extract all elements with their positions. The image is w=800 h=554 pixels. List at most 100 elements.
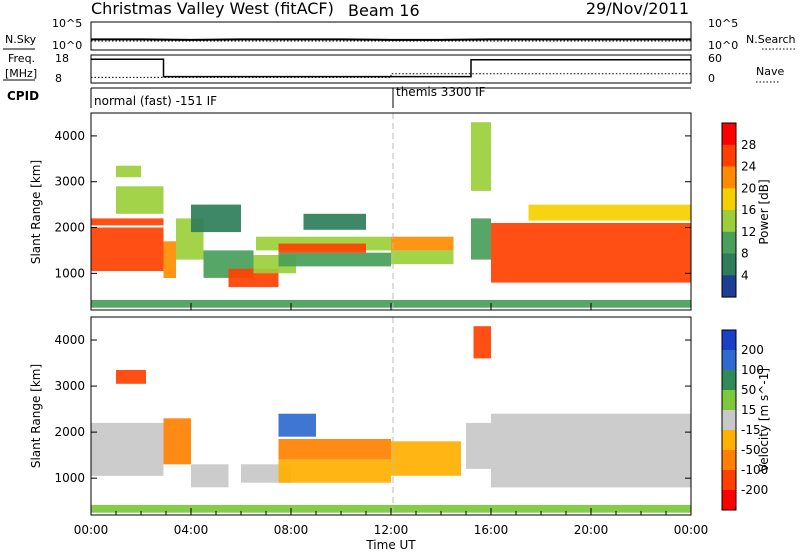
- velocity-cbar-label-0: 200: [741, 343, 764, 357]
- power-cbar-swatch-5: [722, 231, 736, 255]
- power-ytick-label-0: 4000: [54, 129, 85, 143]
- power-ytick-label-1: 3000: [54, 175, 85, 189]
- power-cbar-label-1: 24: [741, 160, 756, 174]
- power-region-8: [228, 268, 279, 288]
- velocity-region-5: [278, 413, 316, 437]
- velocity-cbar-label-5: -50: [741, 443, 761, 457]
- velocity-region-8: [391, 441, 461, 476]
- velocity-cbar-label-3: 15: [741, 403, 756, 417]
- nsearch-label: N.Search: [746, 33, 796, 46]
- velocity-cbar-swatch-7: [722, 470, 736, 491]
- cpid-panel: CPID normal (fast) -151 IF themis 3300 I…: [7, 85, 691, 108]
- xtick-label-5: 20:00: [574, 523, 609, 537]
- xtick-label-2: 08:00: [274, 523, 309, 537]
- velocity-cbar-swatch-6: [722, 450, 736, 471]
- xtick-label-3: 12:00: [374, 523, 409, 537]
- velocity-cbar-label-7: -200: [741, 483, 768, 497]
- velocity-ytick-label-0: 4000: [54, 333, 85, 347]
- velocity-ytick-label-2: 2000: [54, 425, 85, 439]
- velocity-cbar-label-6: -100: [741, 463, 768, 477]
- velocity-panel: 4000 3000 2000 1000 Slant Range [km] 200 100…: [29, 316, 771, 516]
- date-label: 29/Nov/2011: [586, 0, 689, 18]
- power-region-19: [528, 204, 691, 221]
- freq-series-0: [91, 58, 691, 78]
- power-ytick-label-3: 1000: [54, 266, 85, 280]
- xtick-label-1: 04:00: [174, 523, 209, 537]
- velocity-ytick-label-1: 3000: [54, 379, 85, 393]
- velocity-region-7: [278, 459, 391, 483]
- power-region-15: [391, 236, 454, 251]
- power-heatmap: [91, 122, 691, 308]
- velocity-cbar-swatch-3: [722, 390, 736, 411]
- power-panel: 4000 3000 2000 1000 Slant Range [km] 28 24 20…: [29, 112, 771, 311]
- velocity-cbar-swatch-0: [722, 330, 736, 351]
- velocity-cbar-swatch-8: [722, 490, 736, 511]
- velocity-region-2: [163, 418, 191, 465]
- velocity-cbar-label-4: -15: [741, 423, 761, 437]
- power-region-16: [471, 218, 491, 260]
- xtick-label-6: 00:00: [674, 523, 709, 537]
- freq-label: Freq.: [8, 52, 35, 65]
- nsky-panel: N.Sky 10^5 10^0 10^5 10^0 N.Search: [3, 17, 796, 52]
- velocity-region-3: [191, 464, 229, 488]
- power-cbar-label-4: 12: [741, 225, 756, 239]
- power-cbar-swatch-0: [722, 123, 736, 146]
- xaxis-label: Time UT: [365, 538, 416, 552]
- velocity-cbar-swatch-1: [722, 350, 736, 371]
- nsky-tick-low: 10^0: [52, 39, 82, 52]
- power-region-17: [471, 122, 491, 191]
- power-cbar-swatch-3: [722, 188, 736, 211]
- freq-series-group: [91, 58, 691, 78]
- power-colorbar-label: Power [dB]: [757, 179, 771, 244]
- power-cbar-frame: [721, 122, 737, 298]
- velocity-cbar-swatch-5: [722, 430, 736, 451]
- velocity-cbar-swatch-4: [722, 410, 736, 431]
- nsky-series-0: [91, 38, 691, 41]
- velocity-ytick-label-3: 1000: [54, 471, 85, 485]
- nsky-frame: [90, 21, 692, 51]
- power-cbar-swatch-1: [722, 144, 736, 168]
- freq-frame: [90, 54, 692, 84]
- velocity-region-11: [491, 413, 691, 488]
- velocity-colorbar: 200 100 50 15 -15 -50 -100 -200: [721, 329, 768, 511]
- velocity-region-1: [116, 370, 146, 384]
- time-axis: 00:00 04:00 08:00 12:00 16:00 20:00 00:00: [74, 303, 709, 537]
- velocity-yaxis: 4000 3000 2000 1000: [54, 333, 691, 485]
- power-region-18: [491, 223, 691, 283]
- power-cbar-label-3: 16: [741, 203, 756, 217]
- power-region-3: [116, 165, 141, 178]
- velocity-heatmap: [91, 326, 691, 513]
- power-cbar-label-2: 20: [741, 181, 756, 195]
- power-cbar-label-5: 8: [741, 247, 749, 261]
- velocity-region-10: [473, 326, 491, 359]
- xtick-label-0: 00:00: [74, 523, 109, 537]
- freq-tick-high: 18: [55, 52, 69, 65]
- nave-tick-low: 0: [708, 72, 715, 85]
- freq-series-1: [91, 73, 691, 78]
- nsky-series-group: [91, 38, 691, 42]
- power-cbar-swatch-7: [722, 275, 736, 298]
- nave-label: Nave: [756, 65, 784, 78]
- velocity-colorbar-label: Velocity [m s^-1]: [757, 368, 771, 472]
- power-cbar-label-0: 28: [741, 138, 756, 152]
- cpid-label: CPID: [7, 89, 39, 103]
- power-ytick-label-2: 2000: [54, 221, 85, 235]
- power-cbar-label-6: 4: [741, 268, 749, 282]
- power-cbar-swatch-6: [722, 253, 736, 276]
- velocity-region-0: [91, 422, 164, 476]
- power-region-11: [278, 252, 391, 267]
- power-region-0: [91, 227, 164, 271]
- velocity-cbar-label-2: 50: [741, 383, 756, 397]
- power-colorbar: 28 24 20 16 12 8 4: [721, 122, 756, 298]
- power-region-12: [278, 243, 366, 253]
- xtick-label-4: 16:00: [474, 523, 509, 537]
- velocity-cbar-swatch-2: [722, 370, 736, 391]
- power-cbar-swatch-4: [722, 210, 736, 233]
- freq-tick-low: 8: [55, 72, 62, 85]
- freq-unit: [MHz]: [5, 67, 37, 80]
- cpid-segment-2: themis 3300 IF: [396, 85, 486, 99]
- power-ylabel: Slant Range [km]: [29, 160, 43, 264]
- station-title: Christmas Valley West (fitACF): [91, 0, 334, 18]
- power-region-2: [116, 186, 164, 214]
